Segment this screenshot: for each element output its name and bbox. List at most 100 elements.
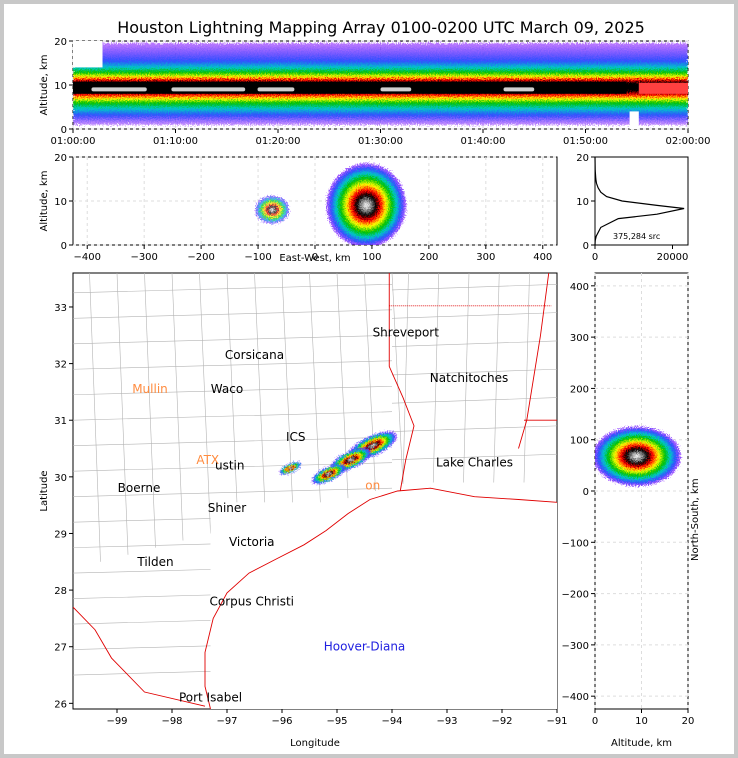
x-tick-label: −400 — [74, 252, 101, 263]
x-tick-label: 01:40:00 — [461, 136, 506, 147]
city-label: Boerne — [118, 481, 161, 495]
city-label: Victoria — [229, 535, 275, 549]
y-tick-label: −400 — [562, 692, 589, 703]
parish-line — [391, 312, 557, 319]
y-tick-label: 0 — [61, 125, 67, 136]
plan-view-map-panel: Shreveport Corsicana Natchitoches Mullin Wac… — [39, 272, 568, 749]
county-line — [73, 436, 393, 447]
sparse-region — [73, 41, 103, 68]
x-tick-label: −93 — [436, 716, 457, 727]
y-tick-label: −100 — [562, 538, 589, 549]
density-cluster — [595, 426, 681, 487]
density-peak — [257, 87, 295, 92]
figure-canvas: Houston Lightning Mapping Array 0100-020… — [39, 18, 710, 749]
histogram-line — [594, 156, 685, 246]
city-label: Hoover-Diana — [324, 640, 406, 654]
north-south-density — [595, 426, 681, 487]
y-tick-label: 10 — [54, 197, 67, 208]
map-layers — [73, 273, 557, 709]
y-tick-label: 0 — [61, 241, 67, 252]
city-label: Tilden — [136, 555, 173, 569]
partial-city-label: ICS — [286, 430, 306, 444]
density-peak — [503, 87, 535, 92]
y-axis-label: Latitude — [39, 470, 50, 511]
county-line — [254, 273, 266, 520]
county-line — [73, 284, 393, 294]
parish-line — [432, 273, 440, 483]
gulf-mask — [210, 502, 557, 709]
county-line — [73, 487, 393, 497]
city-label: Natchitoches — [430, 371, 508, 385]
altitude-histogram-panel: 375,284 src 0 20000 0 10 20 — [576, 153, 689, 263]
x-tick-label: 01:10:00 — [153, 136, 198, 147]
x-tick-label: −95 — [326, 716, 347, 727]
x-tick-label: 01:00:00 — [51, 136, 96, 147]
east-west-panel: −400 −300 −200 −100 0 100 200 300 400 0 10 20 East-W… — [39, 153, 558, 264]
x-tick-label: −97 — [216, 716, 237, 727]
parish-line — [391, 340, 557, 347]
density-core — [73, 81, 627, 94]
y-axis-label: Altitude, km — [39, 171, 50, 232]
parish-line — [391, 368, 557, 376]
x-tick-label: 01:50:00 — [563, 136, 608, 147]
parish-line — [391, 425, 557, 432]
y-tick-label: 20 — [54, 37, 67, 48]
city-label: Corpus Christi — [210, 594, 295, 608]
y-tick-label: 300 — [570, 333, 589, 344]
y-tick-label: 29 — [54, 529, 67, 540]
x-tick-label: 20000 — [657, 252, 689, 263]
city-label: Waco — [211, 382, 243, 396]
density-cluster — [255, 195, 290, 224]
county-line — [73, 411, 393, 421]
parish-line — [463, 273, 470, 483]
x-tick-label: 400 — [533, 252, 552, 263]
x-tick-label: 10 — [635, 716, 648, 727]
y-tick-label: 32 — [54, 360, 67, 371]
parish-line — [391, 397, 557, 404]
density-peak — [171, 87, 246, 92]
county-line — [391, 273, 404, 484]
north-south-panel: 0 10 20 −400 −300 −200 −100 0 100 200 300 400 Altitu… — [562, 272, 701, 749]
east-west-density — [255, 163, 407, 245]
county-line — [73, 385, 393, 396]
city-label: Mullin — [132, 382, 168, 396]
time-altitude-panel: 01:00:00 01:10:00 01:20:00 01:30:00 01:40:00… — [39, 37, 710, 147]
x-tick-label: 02:00:00 — [666, 136, 711, 147]
parish-line — [523, 273, 530, 483]
x-tick-label: −300 — [130, 252, 157, 263]
y-tick-label: 10 — [576, 197, 589, 208]
county-line — [226, 273, 239, 527]
data-gap — [629, 111, 639, 129]
county-line — [73, 309, 393, 319]
y-axis-label: Altitude, km — [39, 55, 50, 116]
mississippi-river — [518, 273, 550, 449]
histogram-plot-area — [594, 156, 689, 246]
lightning-cluster — [311, 464, 346, 484]
county-line — [89, 273, 101, 562]
county-line — [199, 273, 211, 534]
y-tick-label: −300 — [562, 641, 589, 652]
x-tick-label: −99 — [106, 716, 127, 727]
parish-line — [391, 284, 557, 291]
x-tick-label: −200 — [187, 252, 214, 263]
parish-line — [493, 273, 500, 483]
y-tick-label: 27 — [54, 643, 67, 654]
rio-grande-border — [73, 606, 206, 707]
tx-la-border — [388, 273, 415, 492]
figure-frame: Houston Lightning Mapping Array 0100-020… — [4, 4, 734, 754]
y-tick-label: 0 — [583, 241, 589, 252]
density-peak — [91, 87, 147, 92]
x-tick-label: 0 — [312, 252, 318, 263]
lightning-cluster — [279, 461, 302, 475]
density-core-late — [638, 82, 688, 94]
x-tick-label: −96 — [271, 716, 292, 727]
y-tick-label: 33 — [54, 303, 67, 314]
parish-line — [391, 453, 557, 461]
x-axis-label: Longitude — [290, 738, 340, 749]
y-tick-label: 20 — [54, 153, 67, 164]
x-tick-label: 01:20:00 — [256, 136, 301, 147]
x-tick-label: −92 — [491, 716, 512, 727]
y-tick-label: 10 — [54, 81, 67, 92]
x-tick-label: 300 — [476, 252, 495, 263]
partial-city-label: on — [365, 478, 380, 492]
